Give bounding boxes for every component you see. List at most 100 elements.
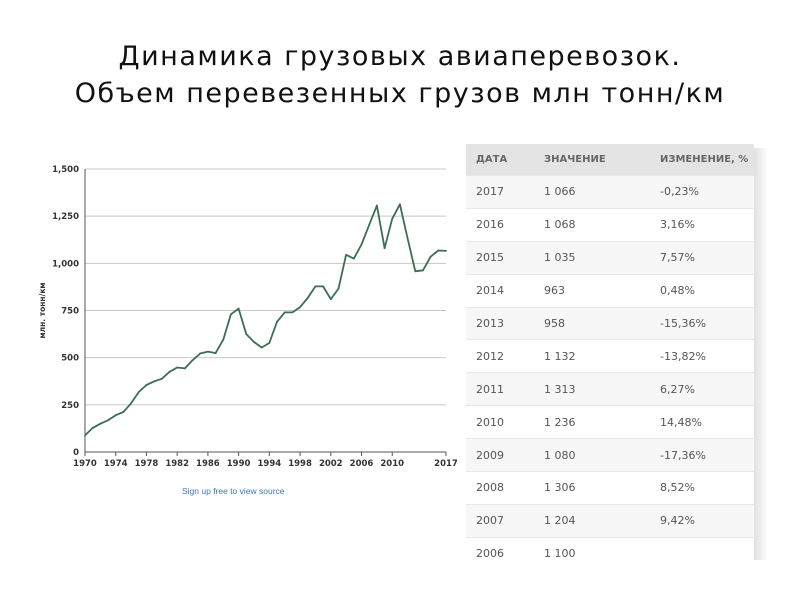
data-point <box>306 297 309 299</box>
data-point <box>84 434 86 437</box>
data-point <box>206 350 209 353</box>
data-point <box>399 203 401 206</box>
cell-value: 1 035 <box>534 240 650 275</box>
x-tick-label: 1970 <box>73 459 97 469</box>
data-point <box>230 313 232 316</box>
cell-value: 963 <box>534 273 650 308</box>
cell-change: 8,52% <box>650 471 754 505</box>
table-row: 2013 958 -15,36% <box>466 306 754 340</box>
cell-change: -0,23% <box>650 175 754 209</box>
cell-value: 1 100 <box>534 536 650 570</box>
table-row: 2017 1 066 -0,23% <box>466 175 754 209</box>
data-point <box>168 370 171 373</box>
table-row: 2016 1 068 3,16% <box>466 207 754 242</box>
data-point <box>145 384 148 386</box>
table-header-row: ДАТА ЗНАЧЕНИЕ ИЗМЕНЕНИЕ, % <box>466 144 754 176</box>
cell-value: 1 204 <box>534 503 650 538</box>
cell-date: 2014 <box>466 273 534 308</box>
cell-change: 6,27% <box>650 372 754 406</box>
table-row: 2007 1 204 9,42% <box>466 503 754 538</box>
data-point <box>153 380 156 383</box>
header-date[interactable]: ДАТА <box>466 144 534 176</box>
y-axis-title: млн. тонн/км <box>38 282 47 338</box>
table-row: 2012 1 132 -13,82% <box>466 339 754 373</box>
header-value[interactable]: ЗНАЧЕНИЕ <box>534 144 650 176</box>
data-point <box>299 306 301 309</box>
cell-value: 1 066 <box>534 175 650 209</box>
x-tick-label: 1982 <box>165 459 189 469</box>
cell-change: 0,48% <box>650 273 754 308</box>
cell-value: 1 306 <box>534 471 650 505</box>
data-point <box>253 341 255 343</box>
cell-date: 2011 <box>466 372 534 406</box>
cell-date: 2009 <box>466 438 534 472</box>
table-row: 2006 1 100 <box>466 536 754 570</box>
cell-value: 1 080 <box>534 438 650 472</box>
x-tick-label: 1998 <box>288 459 312 469</box>
data-point <box>375 204 378 207</box>
data-point <box>283 311 286 314</box>
slide-title-line-2: Объем перевезенных грузов млн тонн/км <box>74 78 726 109</box>
series-line <box>84 203 447 437</box>
data-point <box>422 269 424 272</box>
data-point <box>429 255 432 258</box>
cell-change: 14,48% <box>650 405 754 439</box>
x-tick-label: 1986 <box>196 459 220 469</box>
data-point <box>99 422 102 425</box>
slide-title-line-1: Динамика грузовых авиаперевозок. <box>118 41 682 72</box>
cell-date: 2012 <box>466 339 534 373</box>
cell-value: 958 <box>534 306 650 340</box>
data-point <box>183 367 186 370</box>
data-point <box>130 402 132 405</box>
cell-value: 1 068 <box>534 207 650 242</box>
y-tick-label: 0 <box>73 448 79 458</box>
data-point <box>360 243 363 246</box>
data-point <box>260 346 263 349</box>
cell-change: -15,36% <box>650 306 754 340</box>
y-tick-label: 1,250 <box>52 212 79 222</box>
x-tick-label: 2017 <box>434 459 458 469</box>
data-point <box>337 287 340 290</box>
data-point <box>314 285 317 288</box>
cell-change: -17,36% <box>650 438 754 472</box>
cell-value: 1 132 <box>534 339 650 373</box>
line-chart: 0 250 500 750 1,000 1,250 1,500 1970 1974 1978 198… <box>30 155 460 495</box>
y-tick-label: 750 <box>61 307 79 317</box>
table-row: 2008 1 306 8,52% <box>466 471 754 505</box>
header-change[interactable]: ИЗМЕНЕНИЕ, % <box>650 144 754 176</box>
table-row: 2011 1 313 6,27% <box>466 372 754 406</box>
cell-date: 2013 <box>466 306 534 340</box>
data-point <box>237 307 240 310</box>
table-shadow <box>754 148 768 560</box>
cell-date: 2010 <box>466 405 534 439</box>
data-point <box>329 298 332 301</box>
x-tick-label: 1994 <box>258 459 282 469</box>
data-point <box>352 257 355 260</box>
data-table: ДАТА ЗНАЧЕНИЕ ИЗМЕНЕНИЕ, % 2017 1 066 -0,2… <box>466 144 754 570</box>
cell-change: 3,16% <box>650 207 754 242</box>
data-point <box>107 419 109 422</box>
data-point <box>214 352 217 355</box>
table-row: 2010 1 236 14,48% <box>466 405 754 439</box>
data-point <box>368 223 371 226</box>
data-point <box>191 359 194 362</box>
data-point <box>276 320 278 323</box>
slide-title: Динамика грузовых авиаперевозок. Объем п… <box>0 38 800 112</box>
data-point <box>222 338 225 341</box>
chart-svg: 0 250 500 750 1,000 1,250 1,500 1970 1974 1978 198… <box>38 165 458 469</box>
cell-date: 2017 <box>466 175 534 209</box>
cell-date: 2008 <box>466 471 534 505</box>
table-row: 2014 963 0,48% <box>466 273 754 308</box>
x-tick-label: 2006 <box>350 459 374 469</box>
sign-up-source-link[interactable]: Sign up free to view source <box>182 486 285 496</box>
data-point <box>122 411 125 413</box>
data-point <box>445 249 447 252</box>
cell-change: 9,42% <box>650 503 754 538</box>
cell-date: 2016 <box>466 207 534 242</box>
table-row: 2015 1 035 7,57% <box>466 240 754 275</box>
x-tick-label: 2002 <box>319 459 343 469</box>
cell-date: 2006 <box>466 536 534 570</box>
data-point <box>414 270 417 273</box>
data-point <box>176 366 179 369</box>
cell-date: 2015 <box>466 240 534 275</box>
